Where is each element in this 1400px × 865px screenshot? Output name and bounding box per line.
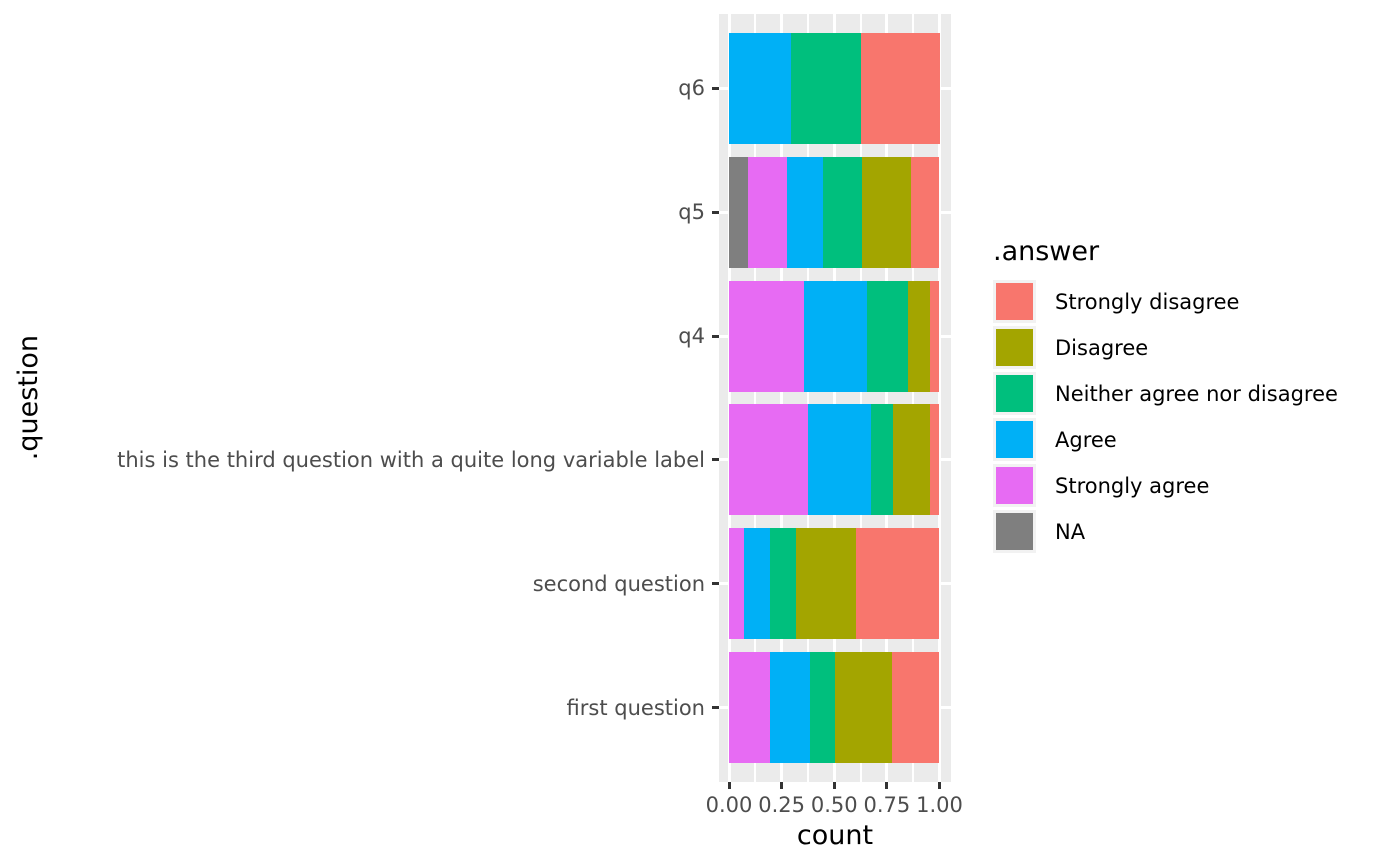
legend-color-swatch [996, 467, 1033, 504]
bar-segment [729, 528, 744, 640]
legend-item: NA [993, 510, 1338, 553]
bar-segment [810, 652, 836, 764]
gridline-vertical-minor [912, 14, 915, 782]
legend-label: Strongly disagree [1055, 289, 1240, 314]
gridline-vertical-minor [754, 14, 757, 782]
legend-title: .answer [993, 236, 1100, 267]
legend-key [993, 280, 1036, 323]
y-tick-label: this is the third question with a quite … [117, 447, 705, 472]
gridline-vertical-major [780, 14, 784, 782]
bar-segment [911, 156, 940, 268]
y-axis-title-wrap: .question [8, 14, 48, 782]
legend-key [993, 418, 1036, 461]
legend-color-swatch [996, 329, 1033, 366]
bar-segment [871, 404, 894, 516]
bar-segment [907, 280, 931, 392]
legend-color-swatch [996, 375, 1033, 412]
y-tick-label: second question [532, 571, 705, 596]
bar-segment [729, 652, 771, 764]
bar-segment [747, 156, 787, 268]
legend-key [993, 510, 1036, 553]
bar-segment [835, 652, 893, 764]
gridline-vertical-major [832, 14, 836, 782]
y-tick-label: first question [566, 695, 705, 720]
y-tick-mark [712, 458, 719, 462]
bar-segment [791, 32, 861, 144]
legend: .answer Strongly disagree Disagree Neither… [993, 236, 1338, 556]
bar-segment [930, 404, 940, 516]
gridline-vertical-minor [859, 14, 862, 782]
legend-item: Agree [993, 418, 1338, 461]
x-tick-mark [832, 782, 836, 789]
legend-key [993, 372, 1036, 415]
y-tick-mark [712, 334, 719, 338]
legend-items: Strongly disagree Disagree Neither agree n… [993, 280, 1338, 553]
x-tick-label: 0.00 [705, 793, 753, 817]
gridline-vertical-major [885, 14, 889, 782]
x-tick-mark [885, 782, 889, 789]
legend-key [993, 464, 1036, 507]
y-axis-title: .question [12, 335, 44, 461]
bar-segment [743, 528, 771, 640]
gridline-vertical-minor [806, 14, 809, 782]
gridline-vertical-major [938, 14, 941, 782]
bar-segment [807, 404, 872, 516]
legend-label: NA [1055, 519, 1086, 544]
x-tick-label: 1.00 [916, 793, 963, 817]
x-tick-mark [938, 782, 941, 789]
y-tick-mark [712, 582, 719, 586]
legend-item: Strongly agree [993, 464, 1338, 507]
bar-segment [770, 652, 811, 764]
bar-segment [803, 280, 867, 392]
legend-color-swatch [996, 513, 1033, 550]
bar-segment [729, 32, 792, 144]
bar-segment [930, 280, 940, 392]
bar-segment [893, 404, 931, 516]
bar-segment [861, 156, 912, 268]
bar-segment [786, 156, 823, 268]
legend-key [993, 326, 1036, 369]
bar-segment [860, 32, 940, 144]
bar-segment [729, 156, 748, 268]
plot-panel [719, 14, 951, 782]
x-tick-mark [727, 782, 731, 789]
y-tick-label: q5 [678, 200, 705, 225]
bar-segment [770, 528, 797, 640]
bar-segment [856, 528, 940, 640]
y-tick-mark [712, 86, 719, 90]
legend-label: Neither agree nor disagree [1055, 381, 1338, 406]
y-tick-mark [712, 210, 719, 214]
bar-segment [866, 280, 908, 392]
bar-segment [729, 280, 804, 392]
x-tick-label: 0.50 [810, 793, 858, 817]
legend-label: Disagree [1055, 335, 1149, 360]
gridline-vertical-major [727, 14, 731, 782]
x-tick-label: 0.25 [758, 793, 805, 817]
legend-item: Neither agree nor disagree [993, 372, 1338, 415]
legend-item: Strongly disagree [993, 280, 1338, 323]
legend-label: Strongly agree [1055, 473, 1210, 498]
legend-color-swatch [996, 421, 1033, 458]
x-axis-title: count [796, 820, 874, 851]
y-tick-label: q4 [678, 324, 705, 349]
bar-segment [729, 404, 808, 516]
bar-segment [796, 528, 857, 640]
legend-item: Disagree [993, 326, 1338, 369]
y-tick-mark [712, 706, 719, 710]
y-tick-label: q6 [678, 76, 705, 101]
bar-segment [892, 652, 940, 764]
x-tick-mark [780, 782, 784, 789]
legend-color-swatch [996, 283, 1033, 320]
legend-label: Agree [1055, 427, 1117, 452]
bar-segment [822, 156, 862, 268]
x-tick-label: 0.75 [863, 793, 911, 817]
